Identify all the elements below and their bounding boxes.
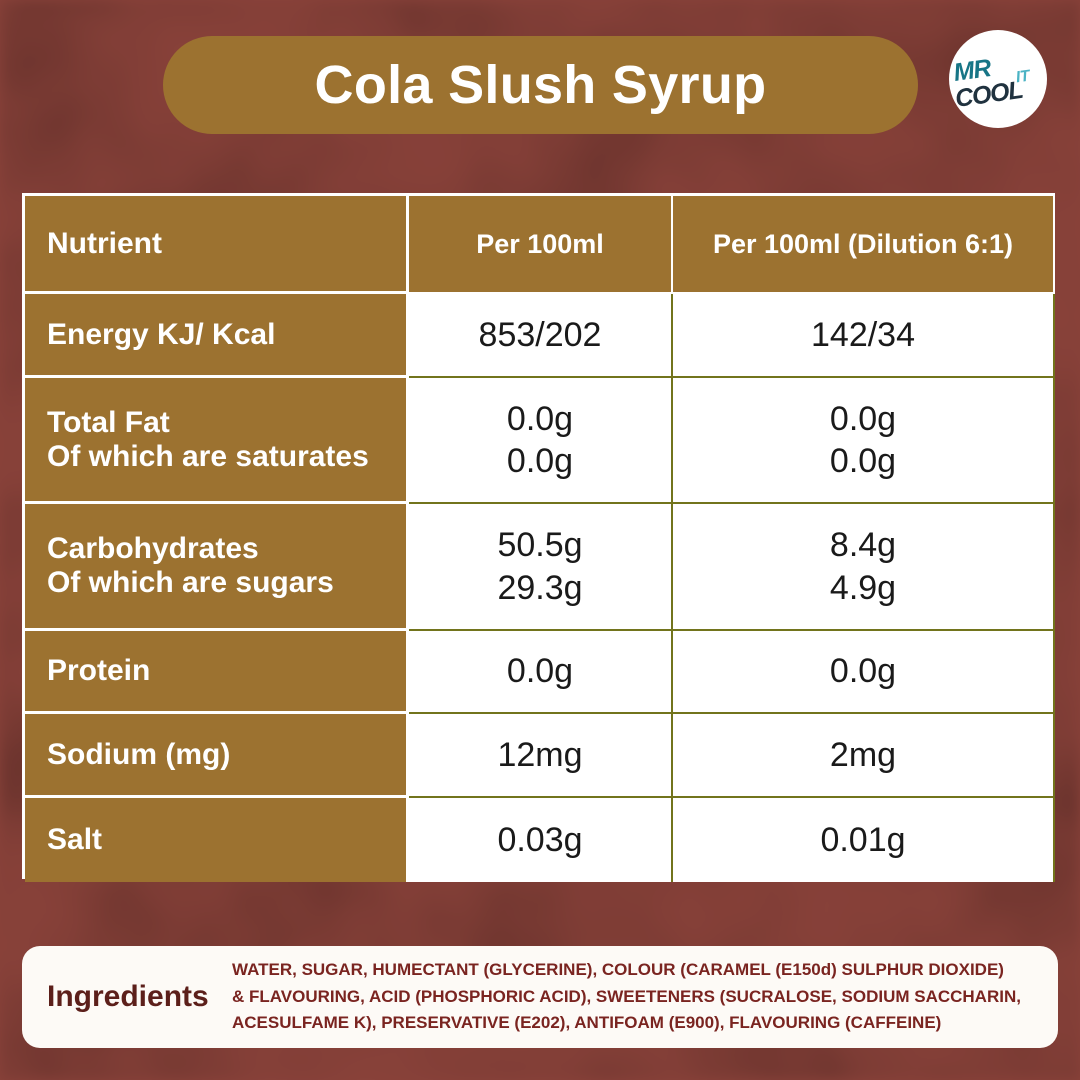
svg-text:IT: IT	[1015, 67, 1032, 86]
